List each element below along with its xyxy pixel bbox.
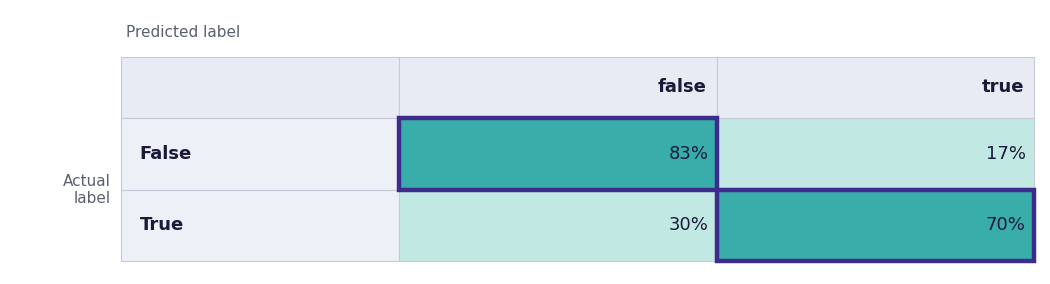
Text: False: False bbox=[140, 145, 192, 163]
FancyBboxPatch shape bbox=[717, 190, 1034, 261]
Text: Predicted label: Predicted label bbox=[126, 25, 240, 40]
FancyBboxPatch shape bbox=[717, 118, 1034, 190]
Text: 83%: 83% bbox=[669, 145, 709, 163]
FancyBboxPatch shape bbox=[399, 190, 717, 261]
Text: 30%: 30% bbox=[669, 216, 709, 235]
Text: True: True bbox=[140, 216, 184, 235]
Text: 17%: 17% bbox=[986, 145, 1026, 163]
Text: false: false bbox=[658, 78, 707, 97]
Text: true: true bbox=[982, 78, 1024, 97]
FancyBboxPatch shape bbox=[717, 57, 1034, 118]
FancyBboxPatch shape bbox=[399, 118, 717, 190]
FancyBboxPatch shape bbox=[399, 57, 717, 118]
Text: 70%: 70% bbox=[986, 216, 1026, 235]
FancyBboxPatch shape bbox=[121, 118, 399, 190]
FancyBboxPatch shape bbox=[121, 57, 399, 118]
Text: Actual
label: Actual label bbox=[62, 174, 110, 206]
FancyBboxPatch shape bbox=[121, 190, 399, 261]
